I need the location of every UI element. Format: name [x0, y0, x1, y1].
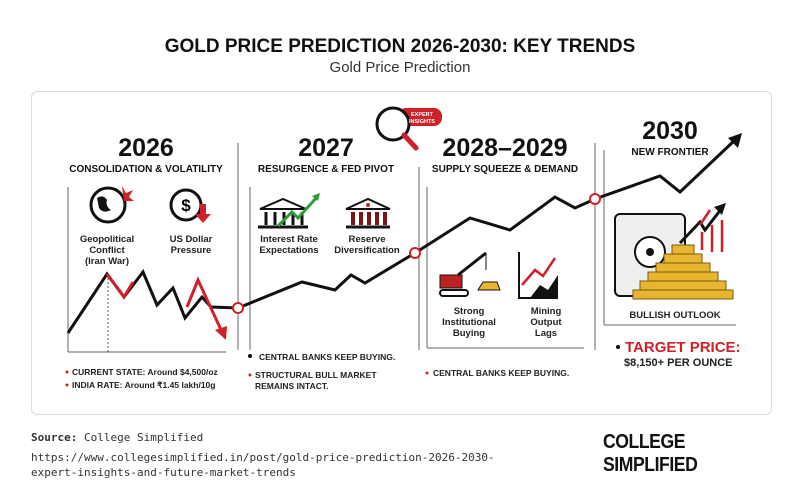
label-usd: US Dollar	[170, 234, 213, 245]
label-mining-3: Lags	[535, 328, 557, 339]
label-reserve: Reserve	[349, 234, 386, 245]
phase-2027: RESURGENCE & FED PIVOT	[258, 164, 394, 175]
trend-line	[66, 138, 737, 334]
globe-icon	[89, 186, 134, 224]
label-institutional-3: Buying	[453, 328, 485, 339]
year-2027: 2027	[298, 134, 354, 162]
note-india-rate: INDIA RATE: Around ₹1.45 lakh/10g	[72, 380, 215, 390]
label-geopolitical-3: (Iran War)	[85, 256, 129, 267]
magnifier-icon	[375, 106, 442, 151]
note-bull-market-2: REMAINS INTACT.	[255, 381, 329, 391]
label-bullish: BULLISH OUTLOOK	[629, 310, 720, 321]
mining-chart-icon	[518, 252, 558, 299]
crane-gold-icon	[439, 251, 501, 297]
badge-line-2: INSIGHTS	[409, 119, 435, 125]
year-2028-2029: 2028–2029	[442, 134, 567, 162]
volatility-red-segment	[105, 273, 135, 300]
label-reserve-2: Diversification	[334, 245, 400, 256]
page-title: GOLD PRICE PREDICTION 2026-2030: KEY TRE…	[164, 36, 636, 57]
dip-arrowhead	[215, 326, 227, 340]
year-2026: 2026	[118, 134, 174, 162]
source-url-line-1[interactable]: https://www.collegesimplified.in/post/go…	[31, 451, 495, 464]
milestone-markers	[232, 193, 601, 314]
target-price-value: $8,150+ PER OUNCE	[624, 357, 733, 369]
trend-arrowhead	[728, 133, 742, 148]
label-interest: Interest Rate	[260, 234, 318, 245]
note-bullets	[65, 345, 620, 387]
label-geopolitical-2: Conflict	[89, 245, 125, 256]
svg-text:$: $	[181, 196, 191, 215]
item-labels: Geopolitical Conflict (Iran War) US Doll…	[80, 234, 721, 339]
phase-2030: NEW FRONTIER	[631, 147, 709, 158]
label-usd-2: Pressure	[171, 245, 212, 256]
label-interest-2: Expectations	[259, 245, 318, 256]
note-central-banks-2027: CENTRAL BANKS KEEP BUYING.	[259, 352, 395, 362]
section-dividers	[67, 143, 736, 353]
bank-reserve-icon	[345, 197, 391, 229]
dip-arrow	[185, 276, 224, 333]
bank-growth-icon	[258, 193, 320, 229]
source-line: Source: College Simplified	[31, 431, 203, 444]
label-institutional-2: Institutional	[442, 317, 496, 328]
note-central-banks-2028: CENTRAL BANKS KEEP BUYING.	[433, 368, 569, 378]
page-subtitle: Gold Price Prediction	[329, 59, 471, 76]
source-url-line-2[interactable]: expert-insights-and-future-market-trends	[31, 466, 296, 479]
badge-line-1: EXPERT	[411, 112, 434, 118]
target-price-label: TARGET PRICE:	[625, 339, 741, 356]
note-bull-market: STRUCTURAL BULL MARKET	[255, 370, 377, 380]
dollar-down-icon: $	[169, 188, 211, 223]
source-label: Source:	[31, 431, 78, 444]
vault-gold-icon	[614, 203, 734, 300]
note-current-state: CURRENT STATE: Around $4,500/oz	[72, 367, 218, 377]
label-geopolitical: Geopolitical	[80, 234, 134, 245]
label-institutional: Strong	[454, 306, 485, 317]
year-2030: 2030	[642, 117, 698, 145]
phase-2026: CONSOLIDATION & VOLATILITY	[69, 164, 223, 175]
phase-2028-2029: SUPPLY SQUEEZE & DEMAND	[432, 164, 578, 175]
college-simplified-logo: COLLEGE SIMPLIFIED	[603, 431, 698, 476]
label-mining-2: Output	[530, 317, 562, 328]
source-name: College Simplified	[83, 431, 204, 444]
label-mining: Mining	[531, 306, 562, 317]
